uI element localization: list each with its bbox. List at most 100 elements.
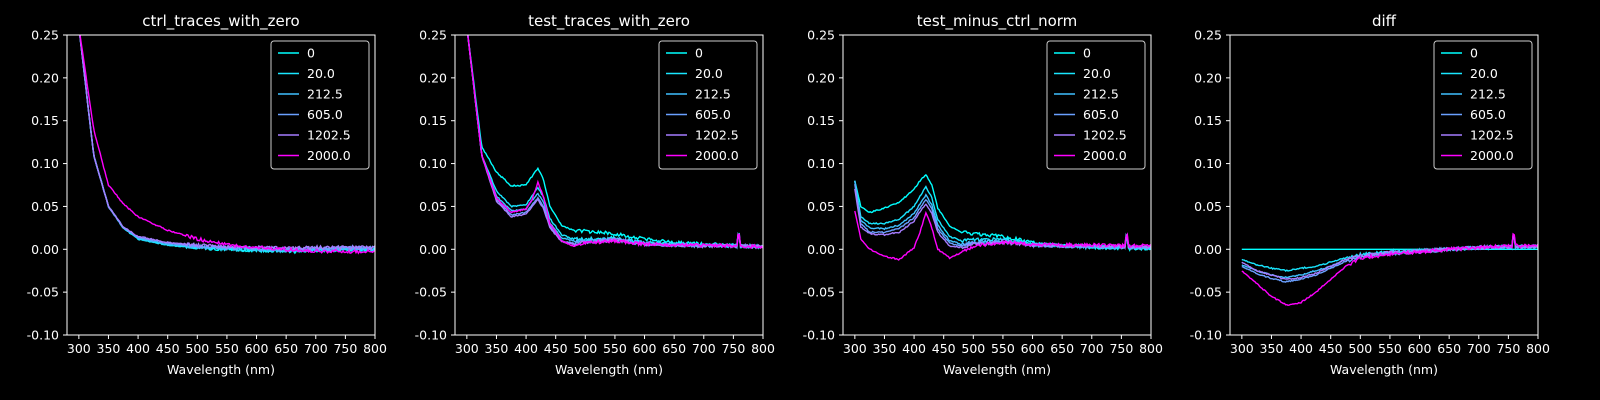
plot-frame xyxy=(66,34,376,336)
chart-panel-3: test_minus_ctrl_norm -0.10 -0.05 0.00 0.05 0.… xyxy=(803,12,1163,377)
x-tick-label: 700 xyxy=(1080,341,1104,356)
y-tick-label: 0.25 xyxy=(31,28,59,43)
legend-entry: 605.0 xyxy=(695,107,731,122)
x-tick-label: 500 xyxy=(1348,341,1372,356)
x-tick-label: 400 xyxy=(126,341,150,356)
x-tick-label: 450 xyxy=(1319,341,1343,356)
legend-entry: 2000.0 xyxy=(307,148,351,163)
x-tick-label: 400 xyxy=(902,341,926,356)
legend-entry: 2000.0 xyxy=(1470,148,1514,163)
y-tick-label: 0.20 xyxy=(1194,70,1222,85)
x-tick-label: 650 xyxy=(662,341,686,356)
x-tick-label: 650 xyxy=(1050,341,1074,356)
chart-panel-1: ctrl_traces_with_zero -0.10 -0.05 0.00 0.05 0… xyxy=(27,12,387,377)
legend: 0 20.0 212.5 605.0 1202.5 2000.0 xyxy=(1046,40,1146,170)
y-tick-label: 0.00 xyxy=(1194,242,1222,257)
y-tick-label: 0.00 xyxy=(419,242,447,257)
x-tick-label: 300 xyxy=(843,341,867,356)
x-tick-label: 600 xyxy=(1021,341,1045,356)
legend-entry: 212.5 xyxy=(1470,87,1506,102)
chart-title: test_minus_ctrl_norm xyxy=(917,12,1078,31)
series-line-605-0 xyxy=(1241,236,1538,283)
y-tick-label: 0.15 xyxy=(807,113,835,128)
y-tick-label: -0.10 xyxy=(803,328,835,343)
chart-panel-4: diff -0.10 -0.05 0.00 0.05 0.10 0.15 0.20 0.25 30… xyxy=(1190,12,1550,377)
x-tick-label: 450 xyxy=(544,341,568,356)
plot-frame xyxy=(454,34,764,336)
legend-entry: 20.0 xyxy=(1470,66,1498,81)
y-tick-label: 0.15 xyxy=(31,113,59,128)
x-tick-label: 300 xyxy=(1230,341,1254,356)
series-line-2000-0 xyxy=(79,35,375,255)
y-tick-label: 0.25 xyxy=(1194,28,1222,43)
series-line-1202-5 xyxy=(854,188,1151,251)
legend-entry: 605.0 xyxy=(1470,107,1506,122)
x-tick-label: 350 xyxy=(1260,341,1284,356)
y-tick-label: -0.10 xyxy=(27,328,59,343)
x-tick-label: 550 xyxy=(603,341,627,356)
series-lines xyxy=(467,35,763,250)
x-tick-label: 300 xyxy=(67,341,91,356)
y-tick-label: 0.25 xyxy=(807,28,835,43)
legend: 0 20.0 212.5 605.0 1202.5 2000.0 xyxy=(1433,40,1533,170)
x-tick-label: 600 xyxy=(245,341,269,356)
x-axis-label: Wavelength (nm) xyxy=(555,362,663,377)
y-tick-label: 0.10 xyxy=(1194,156,1222,171)
y-tick-label: -0.05 xyxy=(415,285,447,300)
x-tick-label: 750 xyxy=(1496,341,1520,356)
x-tick-label: 800 xyxy=(1526,341,1550,356)
y-tick-label: 0.05 xyxy=(807,199,835,214)
x-tick-label: 700 xyxy=(304,341,328,356)
x-tick-label: 750 xyxy=(1109,341,1133,356)
x-tick-label: 350 xyxy=(97,341,121,356)
y-tick-label: -0.05 xyxy=(803,285,835,300)
legend-entry: 605.0 xyxy=(307,107,343,122)
y-tick-label: 0.05 xyxy=(419,199,447,214)
series-lines xyxy=(79,35,375,255)
chart-panel-2: test_traces_with_zero -0.10 -0.05 0.00 0.05 0… xyxy=(415,12,775,377)
x-tick-label: 800 xyxy=(1139,341,1163,356)
series-lines xyxy=(854,173,1151,261)
legend-entry: 212.5 xyxy=(307,87,343,102)
x-tick-label: 450 xyxy=(156,341,180,356)
x-tick-label: 600 xyxy=(633,341,657,356)
legend-entry: 0 xyxy=(1470,46,1478,61)
x-tick-label: 700 xyxy=(1467,341,1491,356)
x-tick-label: 800 xyxy=(363,341,387,356)
y-tick-label: 0.05 xyxy=(1194,199,1222,214)
y-tick-label: 0.20 xyxy=(807,70,835,85)
legend-entry: 2000.0 xyxy=(695,148,739,163)
y-tick-label: 0.20 xyxy=(419,70,447,85)
legend-entry: 1202.5 xyxy=(307,128,351,143)
x-tick-label: 550 xyxy=(1378,341,1402,356)
legend-entry: 212.5 xyxy=(695,87,731,102)
legend-entry: 20.0 xyxy=(695,66,723,81)
legend-entry: 1202.5 xyxy=(695,128,739,143)
y-tick-label: 0.15 xyxy=(419,113,447,128)
y-tick-label: 0.10 xyxy=(31,156,59,171)
y-tick-label: 0.00 xyxy=(31,242,59,257)
x-tick-label: 800 xyxy=(751,341,775,356)
y-tick-label: 0.10 xyxy=(807,156,835,171)
x-tick-label: 750 xyxy=(721,341,745,356)
y-tick-label: -0.10 xyxy=(1190,328,1222,343)
x-tick-label: 550 xyxy=(991,341,1015,356)
legend: 0 20.0 212.5 605.0 1202.5 2000.0 xyxy=(658,40,758,170)
series-line-2000-0 xyxy=(854,210,1151,261)
x-tick-label: 750 xyxy=(333,341,357,356)
legend-entry: 605.0 xyxy=(1083,107,1119,122)
legend-entry: 1202.5 xyxy=(1470,128,1514,143)
legend-entry: 212.5 xyxy=(1083,87,1119,102)
x-tick-label: 650 xyxy=(1437,341,1461,356)
series-line-2000-0 xyxy=(1241,232,1538,307)
series-lines xyxy=(1241,232,1538,307)
legend-entry: 0 xyxy=(307,46,315,61)
x-tick-label: 350 xyxy=(485,341,509,356)
series-line-1202-5 xyxy=(1241,234,1538,280)
x-tick-label: 550 xyxy=(215,341,239,356)
legend-entry: 0 xyxy=(1083,46,1091,61)
y-tick-label: 0.10 xyxy=(419,156,447,171)
legend-entry: 2000.0 xyxy=(1083,148,1127,163)
x-tick-label: 450 xyxy=(932,341,956,356)
